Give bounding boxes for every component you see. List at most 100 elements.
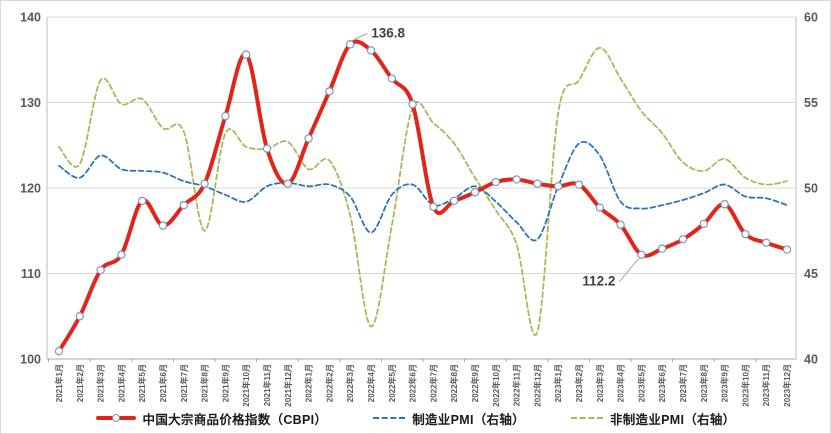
y-right-tick-label: 55: [804, 96, 818, 110]
series-0-data-point-marker: [387, 74, 396, 83]
series-0-data-point-marker: [158, 221, 168, 230]
x-tick-label: 2022年6月: [408, 364, 418, 402]
series-0-data-point-marker: [595, 203, 605, 212]
y-left-tick-label: 120: [20, 182, 41, 196]
legend-item-cbpi: 中国大宗商品价格指数（CBPI）: [95, 409, 328, 428]
y-left-tick-label: 140: [20, 11, 41, 25]
legend-label-manufacturing-pmi: 制造业PMI（右轴）: [412, 412, 525, 427]
series-0-data-point-marker: [533, 179, 542, 188]
x-tick-label: 2023年6月: [657, 364, 667, 402]
x-tick-label: 2023年10月: [740, 364, 750, 407]
series-0-data-point-marker: [741, 229, 750, 239]
series-0-data-point-marker: [450, 196, 459, 206]
series-0-data-point-marker: [574, 180, 584, 189]
x-tick-label: 2021年8月: [200, 364, 210, 402]
series-0-data-point-marker: [283, 179, 292, 188]
series-0-data-point-marker: [137, 196, 147, 206]
x-tick-label: 2022年12月: [532, 364, 542, 407]
legend-label-cbpi: 中国大宗商品价格指数（CBPI）: [142, 412, 328, 427]
y-left-tick-label: 130: [20, 96, 41, 110]
series-0-data-point-marker: [429, 202, 438, 212]
x-tick-label: 2022年2月: [324, 364, 334, 402]
series-0-data-point-marker: [54, 347, 64, 356]
x-tick-label: 2022年7月: [428, 364, 438, 402]
series-0-data-point-marker: [512, 175, 521, 184]
series-0-data-point-marker: [616, 220, 625, 229]
x-tick-label: 2022年10月: [491, 364, 501, 407]
x-tick-label: 2021年4月: [116, 364, 126, 402]
series-0-data-point-marker: [408, 100, 417, 109]
series-0-data-point-marker: [782, 245, 792, 254]
series-0-data-point-marker: [262, 144, 272, 153]
x-tick-label: 2021年6月: [158, 364, 168, 402]
legend-swatch-cbpi-line-icon: [95, 414, 136, 422]
x-tick-label: 2021年10月: [241, 364, 251, 407]
y-right-tick-label: 40: [804, 353, 818, 367]
series-0-data-point-marker: [366, 46, 376, 55]
y-right-tick-label: 45: [804, 267, 818, 281]
x-tick-label: 2023年3月: [595, 364, 605, 402]
series-0-data-point-marker: [470, 188, 480, 197]
series-0-data-point-marker: [678, 235, 688, 244]
series-0-data-point-marker: [658, 244, 667, 253]
annotation-leader-line: [353, 32, 368, 40]
series-0-data-point-marker: [762, 238, 771, 247]
series-0-data-point-marker: [221, 111, 230, 121]
series-line-2: [58, 46, 788, 336]
series-0-data-point-marker: [179, 200, 188, 210]
x-tick-label: 2023年7月: [678, 364, 688, 402]
x-tick-label: 2022年11月: [512, 364, 522, 406]
x-tick-label: 2022年8月: [449, 364, 459, 402]
x-tick-label: 2021年1月: [54, 364, 64, 402]
annotation-value-label: 136.8: [371, 25, 405, 40]
annotation-value-label: 112.2: [582, 274, 615, 289]
y-right-tick-label: 50: [804, 182, 818, 196]
annotation-leader-line: [619, 258, 639, 283]
x-tick-label: 2023年12月: [782, 364, 792, 407]
x-tick-label: 2021年7月: [179, 364, 189, 402]
x-tick-label: 2021年9月: [220, 364, 230, 402]
x-tick-label: 2023年9月: [720, 364, 730, 402]
x-tick-label: 2022年5月: [387, 364, 397, 402]
legend-swatch-cbpi-marker-icon: [111, 414, 120, 422]
x-tick-label: 2023年5月: [636, 364, 646, 402]
x-tick-label: 2021年2月: [75, 364, 85, 402]
x-tick-label: 2023年1月: [553, 364, 563, 402]
series-0-data-point-marker: [637, 250, 646, 259]
y-left-tick-label: 110: [21, 267, 41, 281]
series-0-data-point-marker: [325, 87, 334, 96]
y-right-tick-label: 60: [804, 11, 818, 25]
series-0-data-point-marker: [304, 134, 313, 143]
chart-legend: 中国大宗商品价格指数（CBPI） 制造业PMI（右轴） 非制造业PMI（右轴）: [1, 407, 830, 429]
series-0-data-point-marker: [96, 265, 105, 275]
series-0-data-point-marker: [699, 219, 709, 229]
series-0-data-point-marker: [200, 179, 209, 188]
x-tick-label: 2022年3月: [345, 364, 355, 402]
x-tick-label: 2022年1月: [304, 364, 314, 402]
x-tick-label: 2022年9月: [470, 364, 480, 402]
series-0-data-point-marker: [117, 250, 126, 259]
x-tick-label: 2021年12月: [283, 364, 293, 407]
legend-label-non-manufacturing-pmi: 非制造业PMI（右轴）: [609, 412, 736, 427]
x-tick-label: 2021年5月: [137, 364, 147, 402]
x-tick-label: 2023年2月: [574, 364, 584, 402]
x-tick-label: 2021年3月: [96, 364, 106, 402]
legend-swatch-non-manufacturing-pmi-icon: [570, 417, 603, 419]
x-tick-label: 2023年11月: [761, 364, 771, 406]
series-line-1: [58, 140, 788, 242]
x-tick-label: 2023年4月: [616, 364, 626, 402]
series-0-data-point-marker: [554, 182, 563, 191]
series-0-data-point-marker: [241, 50, 251, 59]
x-tick-label: 2023年8月: [699, 364, 709, 402]
legend-swatch-manufacturing-pmi-icon: [373, 417, 406, 419]
series-0-data-point-marker: [720, 200, 729, 209]
series-line-0: [57, 39, 789, 354]
legend-item-non-manufacturing-pmi: 非制造业PMI（右轴）: [570, 409, 736, 428]
y-left-tick-label: 100: [20, 353, 41, 367]
legend-item-manufacturing-pmi: 制造业PMI（右轴）: [373, 409, 525, 428]
series-0-data-point-marker: [491, 177, 500, 187]
series-0-data-point-marker: [346, 40, 355, 49]
series-0-data-point-marker: [75, 312, 85, 321]
